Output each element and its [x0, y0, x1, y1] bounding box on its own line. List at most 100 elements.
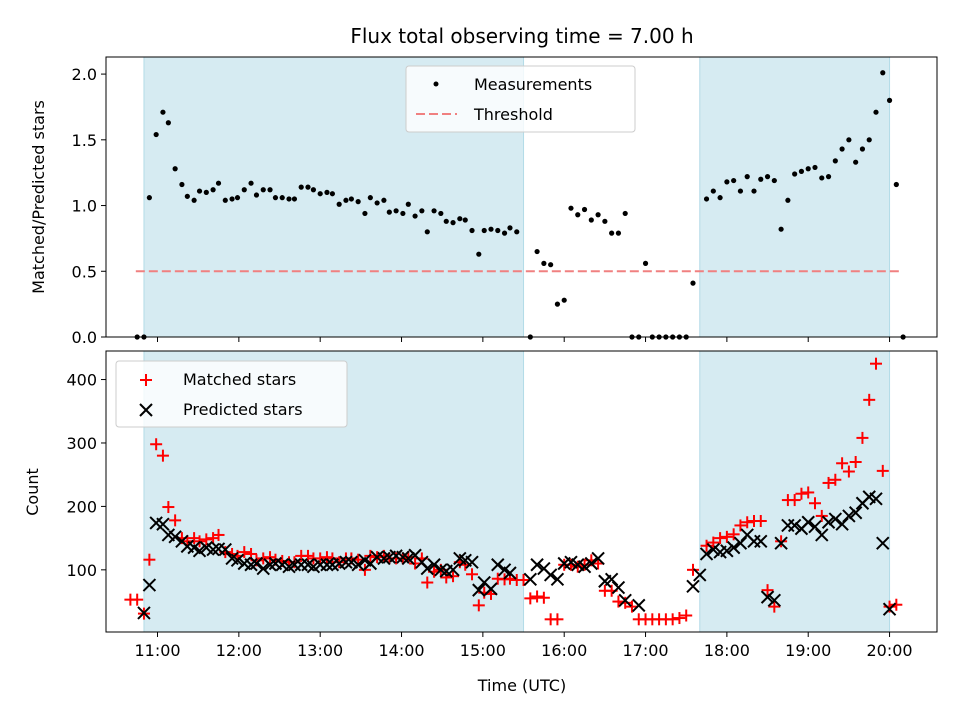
predicted-point-9 [192, 544, 207, 558]
count-xtick-label-0: 11:00 [134, 641, 180, 660]
measurement-point-4 [160, 109, 166, 115]
measurement-point-5 [165, 120, 171, 126]
predicted-point-5 [168, 530, 182, 544]
matched-point-62 [517, 573, 530, 586]
shaded-interval-1 [699, 56, 891, 338]
measurement-point-47 [431, 208, 437, 214]
measurement-point-95 [764, 174, 771, 180]
predicted-point-59 [523, 572, 538, 587]
ratio-y-axis-label: Matched/Predicted stars [29, 100, 48, 294]
measurement-point-106 [839, 146, 845, 152]
ratio-x-ticks [157, 337, 891, 342]
measurements-legend-marker [433, 81, 439, 87]
measurement-point-40 [386, 209, 392, 215]
measurement-point-32 [336, 201, 342, 207]
predicted-point-80 [720, 544, 734, 558]
measurement-point-41 [393, 208, 399, 214]
predicted-point-46 [427, 558, 441, 572]
measurement-point-65 [554, 301, 561, 307]
measurement-point-108 [853, 159, 859, 165]
x-axis-label: Time (UTC) [477, 676, 566, 695]
measurement-point-100 [798, 168, 805, 174]
threshold-legend-label: Threshold [473, 105, 553, 124]
measurement-point-35 [355, 199, 361, 205]
matched-point-14 [212, 528, 225, 541]
measurements-legend-label: Measurements [474, 75, 592, 94]
measurement-point-110 [866, 137, 872, 143]
predicted-point-90 [787, 518, 802, 533]
ratio-ytick-label-2: 1.0 [72, 197, 97, 216]
count-ytick-label-0: 100 [66, 561, 97, 580]
measurement-point-71 [595, 212, 601, 218]
ratio-ytick-label-3: 1.5 [72, 131, 97, 150]
count-xtick-label-9: 20:00 [866, 641, 912, 660]
measurement-point-13 [215, 180, 222, 186]
matched-point-91 [720, 530, 733, 543]
matched-point-102 [795, 487, 808, 500]
predicted-point-60 [530, 558, 544, 572]
count-xtick-label-2: 13:00 [297, 641, 343, 660]
matched-point-97 [761, 584, 774, 597]
ratio-legend: Measurements Threshold [405, 65, 636, 133]
measurement-point-68 [575, 212, 581, 218]
ratio-panel: 0.0 0.5 1.0 1.5 2.0 Flux total observing tim… [29, 24, 938, 347]
predicted-point-86 [760, 590, 775, 604]
count-xtick-label-8: 19:00 [785, 641, 831, 660]
predicted-point-67 [577, 559, 592, 574]
measurement-point-48 [438, 210, 444, 217]
count-x-ticks: 11:00 12:00 13:00 14:00 15:00 16:00 17:00 18:00… [134, 632, 913, 660]
measurement-point-99 [792, 171, 798, 177]
matched-point-54 [466, 568, 479, 581]
measurement-point-59 [507, 225, 513, 231]
count-xtick-label-1: 12:00 [216, 641, 262, 660]
ratio-ytick-label-0: 0.0 [72, 328, 97, 347]
matched-point-64 [531, 590, 544, 603]
predicted-point-62 [543, 568, 558, 582]
measurement-point-72 [602, 218, 608, 224]
predicted-point-87 [767, 593, 782, 607]
count-xtick-label-6: 17:00 [622, 641, 668, 660]
measurement-point-92 [744, 174, 750, 180]
measurement-point-102 [812, 164, 818, 171]
measurement-point-42 [400, 210, 406, 217]
measurement-point-33 [343, 197, 349, 203]
measurement-point-28 [310, 187, 317, 193]
measurement-point-9 [191, 197, 197, 203]
measurement-point-114 [893, 181, 899, 188]
measurement-point-45 [419, 208, 425, 214]
measurement-point-101 [805, 166, 811, 172]
predicted-point-94 [815, 528, 829, 542]
matched-point-70 [571, 560, 584, 573]
predicted-point-81 [726, 540, 741, 555]
measurement-point-58 [501, 230, 508, 236]
predicted-point-72 [611, 580, 626, 595]
measurement-point-94 [758, 176, 764, 182]
count-xtick-label-7: 18:00 [704, 641, 750, 660]
measurement-point-10 [196, 188, 203, 194]
matched-point-45 [409, 557, 422, 570]
matched-point-115 [883, 600, 896, 613]
ratio-legend-box [405, 65, 636, 133]
predicted-point-71 [604, 572, 619, 587]
measurement-point-8 [184, 193, 190, 199]
measurement-point-46 [424, 229, 430, 235]
matched-point-78 [625, 600, 638, 613]
matched-point-28 [301, 549, 314, 562]
predicted-point-0 [137, 606, 151, 620]
measurement-point-12 [210, 187, 216, 193]
measurement-point-113 [886, 97, 893, 103]
matched-point-87 [686, 563, 699, 576]
measurement-point-39 [381, 197, 387, 203]
predicted-point-11 [206, 542, 220, 557]
predicted-point-103 [876, 536, 890, 550]
matched-point-65 [537, 591, 550, 604]
measurement-point-70 [588, 217, 594, 223]
predicted-point-3 [156, 517, 170, 531]
measurement-point-69 [581, 206, 588, 213]
measurement-point-60 [514, 229, 520, 235]
matched-point-89 [707, 536, 720, 549]
measurement-point-24 [286, 196, 292, 202]
chart-title: Flux total observing time = 7.00 h [350, 24, 693, 48]
predicted-point-75 [686, 579, 700, 594]
predicted-point-99 [848, 506, 863, 520]
